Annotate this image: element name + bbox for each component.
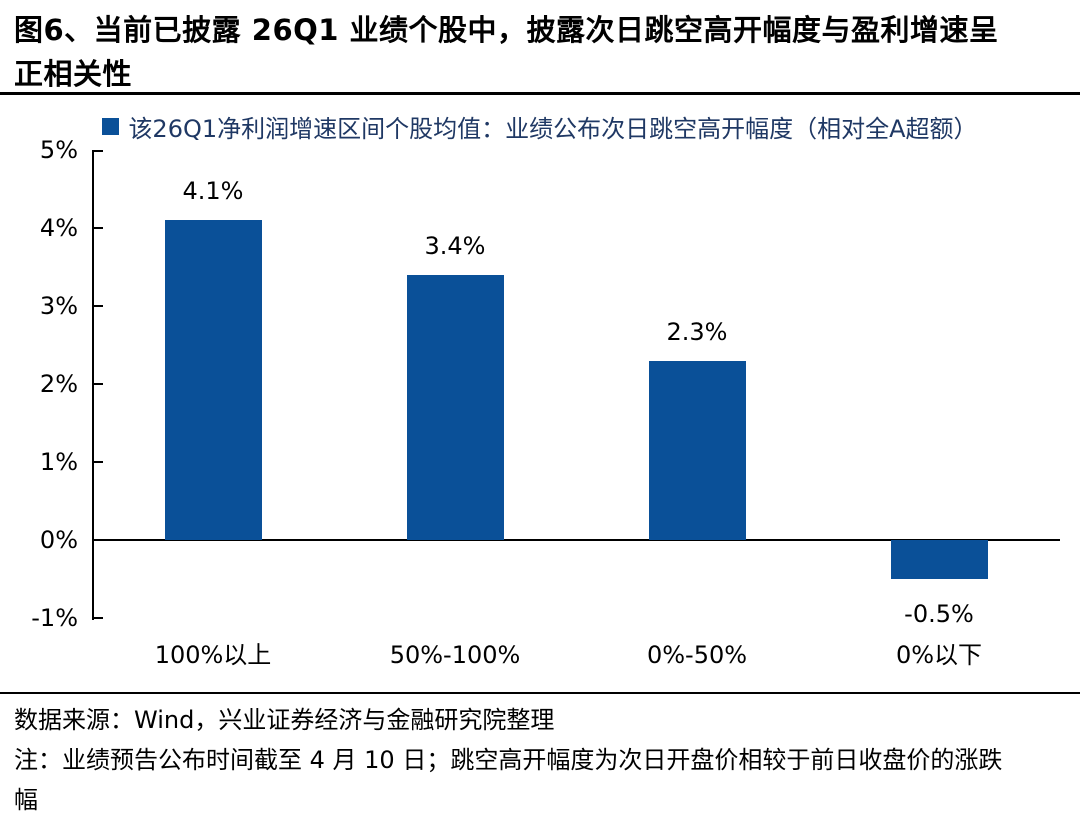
note-text: 注：业绩预告公布时间截至 4 月 10 日；跳空高开幅度为次日开盘价相较于前日收…: [14, 746, 1003, 814]
y-tick-label: 1%: [39, 448, 78, 476]
y-tick-mark: [92, 227, 103, 229]
bar-category-label: 0%-50%: [646, 641, 748, 669]
legend-series-swatch: [102, 118, 120, 135]
zero-baseline: [92, 539, 1060, 541]
figure-title: 图6、当前已披露 26Q1 业绩个股中，披露次日跳空高开幅度与盈利增速呈正相关性: [14, 13, 999, 91]
title-divider: [0, 92, 1080, 95]
bar: [890, 540, 988, 579]
bar: [406, 274, 504, 540]
y-tick-mark: [92, 461, 103, 463]
bar: [648, 360, 746, 540]
y-tick-mark: [92, 539, 103, 541]
y-tick-label: -1%: [31, 604, 78, 632]
bar-chart: 5% 4% 3% 2% 1% 0% -1% 4.1% 100%以上 3.4% 50%-100% 2.3…: [0, 136, 1080, 680]
chart-legend: 该26Q1净利润增速区间个股均值：业绩公布次日跳空高开幅度（相对全A超额）: [0, 109, 1080, 144]
y-tick-mark: [92, 617, 103, 619]
legend-series-label: 该26Q1净利润增速区间个股均值：业绩公布次日跳空高开幅度（相对全A超额）: [128, 115, 978, 143]
bar-category-label: 100%以上: [154, 641, 272, 669]
bar: [164, 220, 262, 540]
y-tick-mark: [92, 383, 103, 385]
bar-value-label: 2.3%: [666, 317, 728, 346]
bar-category-label: 50%-100%: [389, 641, 521, 669]
source-divider: [0, 692, 1080, 694]
y-tick-mark: [92, 150, 103, 152]
y-tick-label: 5%: [39, 136, 78, 164]
y-tick-label: 3%: [39, 292, 78, 320]
bar-value-label: 3.4%: [424, 231, 486, 260]
y-tick-mark: [92, 305, 103, 307]
y-tick-label: 2%: [39, 370, 78, 398]
y-axis-line: [92, 150, 94, 620]
source-text: 数据来源：Wind，兴业证券经济与金融研究院整理: [14, 706, 555, 734]
bar-value-label: -0.5%: [904, 600, 974, 628]
y-tick-label: 0%: [39, 526, 78, 554]
bar-category-label: 0%以下: [895, 641, 983, 669]
figure-footer: 数据来源：Wind，兴业证券经济与金融研究院整理 注：业绩预告公布时间截至 4 …: [14, 700, 1066, 820]
bar-value-label: 4.1%: [182, 177, 244, 206]
y-tick-label: 4%: [39, 214, 78, 242]
